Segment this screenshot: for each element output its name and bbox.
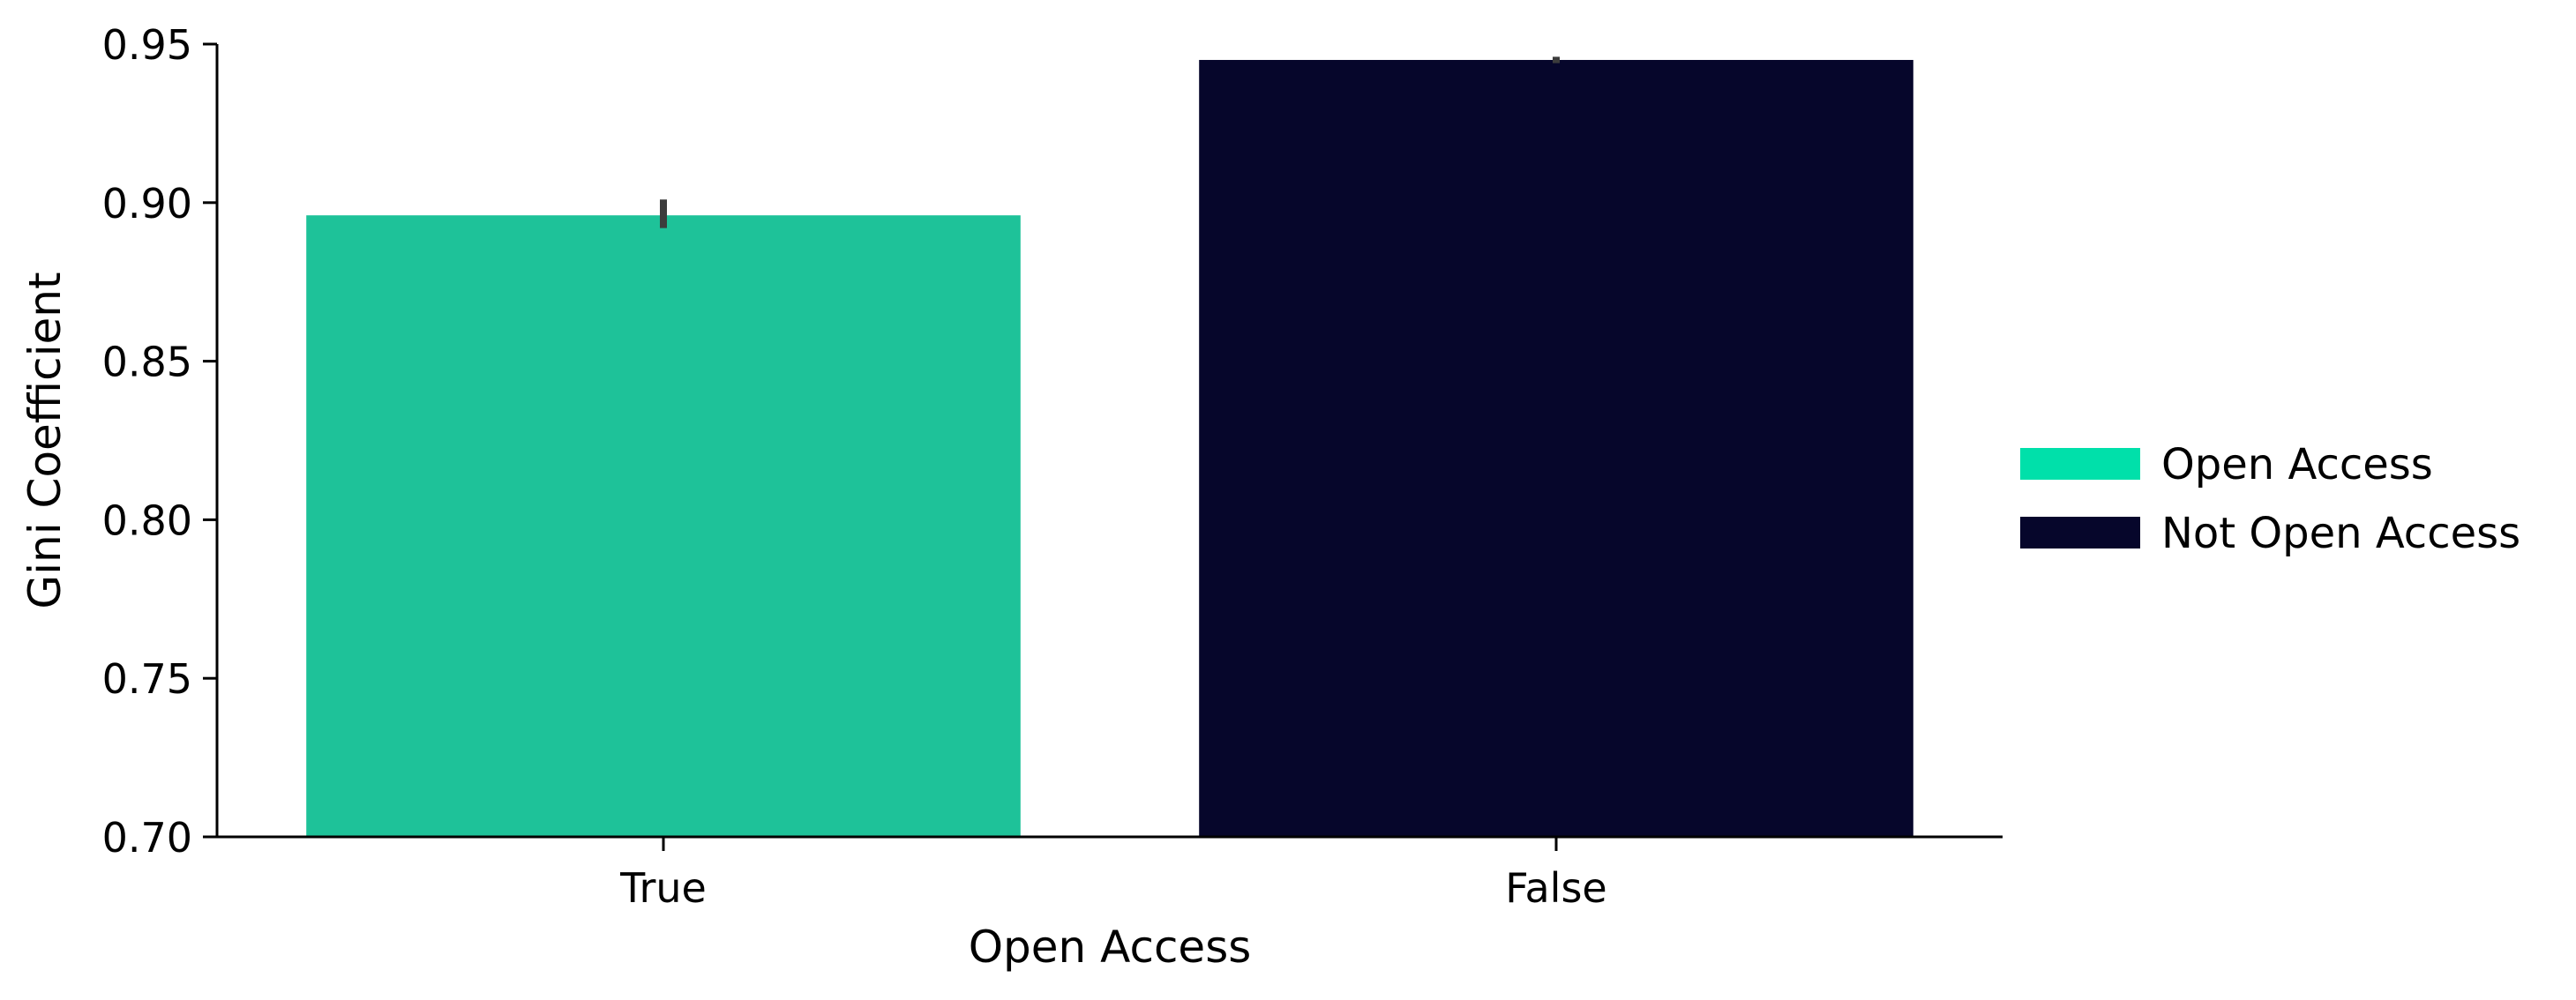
- y-axis-label: Gini Coefficient: [19, 272, 71, 608]
- y-tick-label: 0.95: [102, 21, 192, 69]
- errorbars-layer: [660, 56, 1560, 228]
- bars-layer: [306, 59, 1913, 838]
- x-ticks: True False: [619, 837, 1607, 912]
- legend-swatch: [2020, 448, 2140, 480]
- y-ticks: 0.70 0.75 0.80 0.85 0.90 0.95: [102, 21, 217, 862]
- legend-label: Not Open Access: [2161, 509, 2520, 558]
- axes-layer: [215, 44, 2003, 839]
- y-tick-label: 0.70: [102, 814, 192, 862]
- x-tick-label: False: [1505, 864, 1606, 912]
- bar-false: [1199, 59, 1913, 838]
- y-tick-label: 0.90: [102, 180, 192, 228]
- bar-true: [306, 215, 1021, 837]
- legend: Open Access Not Open Access: [2020, 440, 2520, 558]
- x-axis-label: Open Access: [969, 922, 1252, 973]
- y-tick-label: 0.75: [102, 655, 192, 703]
- legend-label: Open Access: [2161, 440, 2433, 489]
- y-tick-label: 0.85: [102, 339, 192, 386]
- x-tick-label: True: [619, 864, 707, 912]
- y-tick-label: 0.80: [102, 496, 192, 544]
- legend-swatch: [2020, 517, 2140, 549]
